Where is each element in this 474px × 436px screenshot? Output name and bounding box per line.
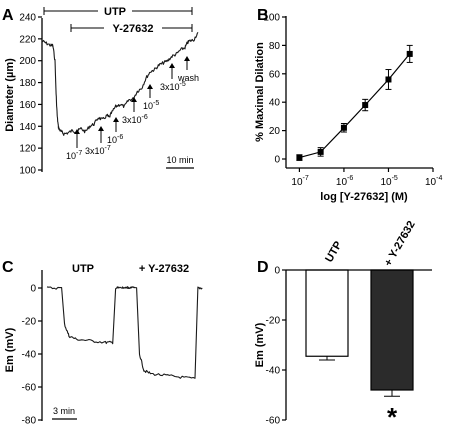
label-1e-7: 10-7	[66, 150, 82, 161]
arrow-1e-5-head	[147, 84, 153, 89]
panel-letter-d: D	[257, 259, 269, 276]
panel-letter-c: C	[2, 259, 14, 276]
panel-a-y-tick-label-6: 220	[19, 34, 36, 45]
panel-a-y-tick-label-0: 100	[19, 166, 36, 177]
em-trace-utp	[46, 286, 135, 345]
panel-letter-b: B	[257, 7, 269, 24]
arrow-3e-6-head	[131, 97, 137, 102]
utp-bar-label: UTP	[104, 6, 126, 18]
panel-b-x-tick-base-2: 10	[380, 177, 392, 188]
bar-1	[370, 269, 414, 391]
panel-c-y-tick-label-3: -60	[22, 383, 37, 394]
bar-0	[305, 269, 349, 357]
panel-b-y-tick-label-3: 60	[269, 69, 281, 80]
panel-b-x-tick-label-3: 10-4	[425, 175, 442, 188]
arrow-3e-5-head	[169, 63, 175, 68]
panel-c-y-tick-label-1: -20	[22, 317, 37, 328]
panel-c-y-tick-label-2: -40	[22, 350, 37, 361]
panel-c-scale-label: 3 min	[53, 406, 75, 416]
panel-b-x-tick-base-3: 10	[425, 177, 437, 188]
panel-b-x-tick-base-1: 10	[336, 177, 348, 188]
panel-b-y-tick-label-4: 80	[269, 41, 281, 52]
concentration-arrows	[74, 56, 190, 148]
panel-b-y-tick-label-0: 0	[274, 155, 280, 166]
panel-c-y27632-label: + Y-27632	[139, 263, 189, 275]
panel-b-x-tick-label-2: 10-5	[380, 175, 397, 188]
diameter-trace	[41, 31, 199, 136]
panel-b-x-tick-base-0: 10	[291, 177, 303, 188]
panel-b-x-label: log [Y-27632] (M)	[320, 191, 408, 203]
panel-a-y-ticks: 100 120 140 160 180 200 220 240	[19, 13, 42, 177]
dose-response-line	[299, 53, 411, 159]
label-3e-7: 3x10-7	[85, 145, 111, 156]
panel-c-y-ticks: 0 -20 -40 -60 -80	[22, 284, 42, 427]
panel-d-y-tick-label-3: -60	[266, 416, 281, 427]
panel-a-y-label: Diameter (µm)	[4, 58, 16, 132]
panel-b-x-tick-label-1: 10-6	[336, 175, 353, 188]
panel-c-y-tick-label-4: -80	[22, 416, 37, 427]
data-point-1	[317, 148, 324, 155]
panel-letter-a: A	[2, 7, 14, 24]
arrow-1e-7-head	[74, 129, 80, 134]
panel-c-y-tick-label-0: 0	[30, 284, 36, 295]
panel-b-y-tick-label-1: 20	[269, 126, 281, 137]
panel-d-y-tick-label-0: 0	[274, 266, 280, 277]
significance-star: *	[387, 402, 398, 432]
panel-b-x-tick-exp-2: -5	[392, 175, 398, 182]
data-point-3	[362, 102, 369, 109]
panel-c-utp-label: UTP	[72, 263, 94, 275]
panel-b-x-tick-label-0: 10-7	[291, 175, 308, 188]
panel-b-x-tick-exp-3: -4	[436, 175, 442, 182]
y27632-bar-label: Y-27632	[113, 23, 154, 35]
panel-d-y27632-label: + Y-27632	[382, 219, 418, 269]
arrow-3e-7-head	[98, 126, 104, 131]
panel-b-y-ticks: 0 20 40 60 80 100	[263, 13, 286, 166]
panel-b-x-ticks: 10-7 10-6 10-5 10-4	[291, 168, 442, 188]
arrow-wash-head	[184, 56, 190, 61]
panel-d-y-ticks: 0 -20 -40 -60	[266, 266, 286, 427]
em-trace-y27632	[121, 286, 203, 379]
panel-b-y-tick-label-2: 40	[269, 98, 281, 109]
data-point-5	[406, 50, 413, 57]
panel-a-y-tick-label-1: 120	[19, 144, 36, 155]
label-wash: wash	[177, 73, 199, 83]
dose-response-series	[296, 44, 413, 161]
data-point-0	[296, 154, 303, 161]
utp-label-bg	[98, 4, 132, 18]
panel-a-scale-label: 10 min	[166, 155, 193, 165]
panel-a-y-tick-label-2: 140	[19, 122, 36, 133]
panel-d-bars	[305, 269, 414, 397]
panel-d-y-tick-label-2: -40	[266, 366, 281, 377]
panel-a-y-tick-label-7: 240	[19, 13, 36, 24]
panel-c-y-label: Em (mV)	[4, 327, 16, 372]
label-1e-5: 10-5	[143, 100, 159, 111]
panel-b-x-tick-exp-0: -7	[303, 175, 309, 182]
label-3e-6: 3x10-6	[122, 114, 148, 125]
panel-c: 0 -20 -40 -60 -80 Em (mV) UTP + Y-27632 3 mi…	[4, 263, 203, 427]
panel-b-y-label: % Maximal Dilation	[254, 42, 266, 142]
panel-a-y-tick-label-3: 160	[19, 100, 36, 111]
panel-b-y-tick-label-5: 100	[263, 13, 280, 24]
panel-d-utp-label: UTP	[323, 239, 344, 264]
panel-d-y-label: Em (mV)	[254, 322, 266, 367]
data-point-4	[385, 76, 392, 83]
label-1e-6: 10-6	[107, 134, 123, 145]
panel-a-y-tick-label-4: 180	[19, 78, 36, 89]
y27632-label-bg	[104, 21, 162, 35]
data-point-2	[340, 124, 347, 131]
arrow-1e-6-head	[113, 117, 119, 122]
panel-b-x-tick-exp-1: -6	[347, 175, 353, 182]
panel-a: 100 120 140 160 180 200 220 240 Diameter (µm) U…	[4, 4, 199, 177]
panel-d: 0 -20 -40 -60 Em (mV) UTP + Y-27632 *	[254, 219, 432, 432]
panel-d-y-tick-label-1: -20	[266, 316, 281, 327]
panel-a-y-tick-label-5: 200	[19, 56, 36, 67]
label-3e-5: 3x10-5	[160, 81, 186, 92]
